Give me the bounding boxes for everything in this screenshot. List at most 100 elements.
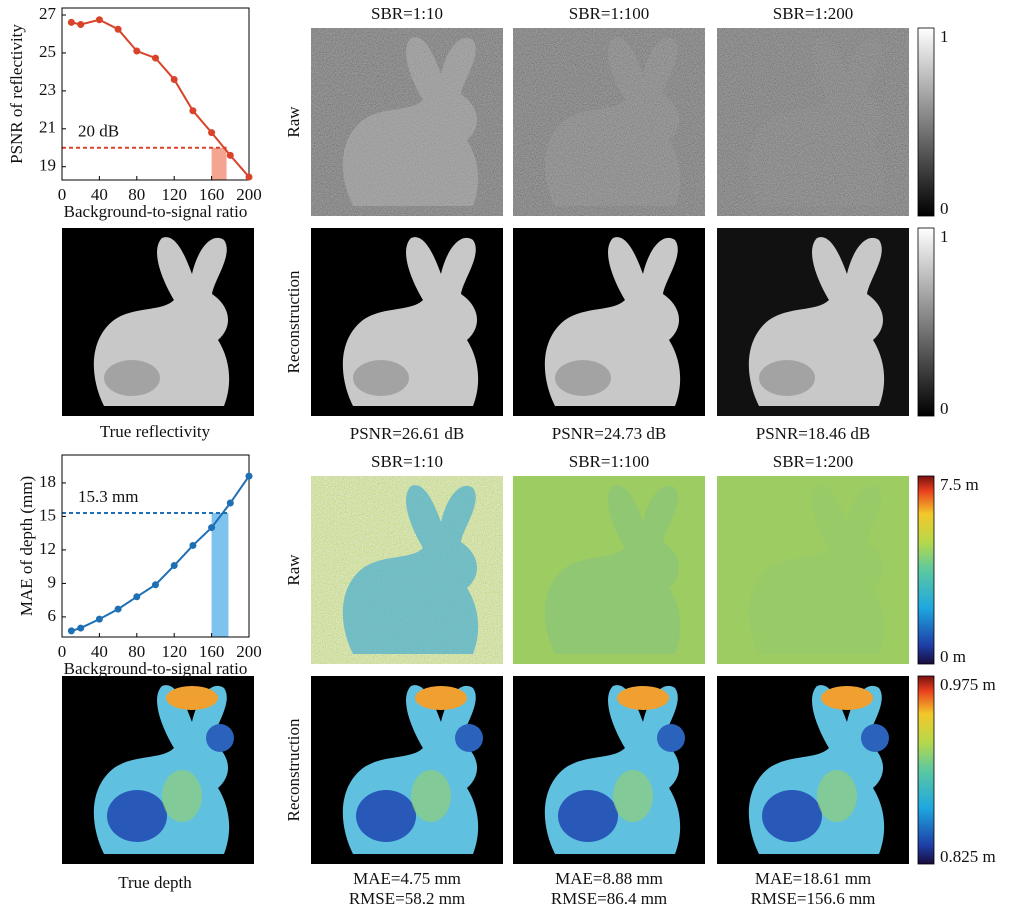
depth-image: [311, 676, 503, 864]
x-axis-label: Background-to-signal ratio: [64, 202, 248, 221]
data-point: [171, 76, 178, 83]
near: [558, 790, 618, 842]
row-label: Raw: [284, 106, 303, 138]
shaded-range: [212, 148, 227, 180]
data-point: [227, 152, 234, 159]
data-point: [96, 16, 103, 23]
mae-label: MAE=4.75 mm: [353, 869, 461, 888]
shaded-range: [212, 513, 229, 637]
rmse-label: RMSE=58.2 mm: [349, 889, 465, 908]
shade: [353, 360, 409, 396]
data-point: [77, 21, 84, 28]
reconstruction-image: [513, 228, 705, 416]
mid: [613, 770, 653, 822]
colorbar-top: 0.975 m: [940, 675, 996, 694]
data-point: [208, 129, 215, 136]
mid: [162, 770, 202, 822]
column-title: SBR=1:10: [371, 4, 443, 23]
threshold-label: 20 dB: [78, 122, 119, 141]
ear: [821, 686, 873, 710]
y-axis-label: MAE of depth (mm): [17, 476, 36, 616]
data-point: [133, 48, 140, 55]
ear: [415, 686, 467, 710]
data-point: [227, 500, 234, 507]
figure: 20 dB040801201602001921232527Background-…: [0, 0, 1016, 913]
truth-label: True reflectivity: [100, 422, 211, 441]
data-point: [115, 606, 122, 613]
data-point: [152, 55, 159, 62]
raw-depth: [311, 476, 503, 664]
y-tick-label: 6: [48, 606, 57, 625]
psnr-label: PSNR=18.46 dB: [756, 424, 870, 443]
shade: [759, 360, 815, 396]
shade: [555, 360, 611, 396]
data-point: [246, 473, 253, 480]
colorbar: [918, 476, 934, 664]
column-title: SBR=1:100: [569, 452, 649, 471]
threshold-label: 15.3 mm: [78, 487, 138, 506]
row-label: Reconstruction: [284, 718, 303, 821]
colorbar-bottom: 0: [940, 399, 949, 418]
row-label: Raw: [284, 554, 303, 586]
y-tick-label: 27: [39, 4, 57, 23]
mae-label: MAE=8.88 mm: [555, 869, 663, 888]
ear: [617, 686, 669, 710]
colorbar: [918, 28, 934, 216]
head: [455, 724, 483, 752]
colorbar-top: 1: [940, 27, 949, 46]
image-panels: [62, 28, 934, 864]
mid: [817, 770, 857, 822]
mid: [411, 770, 451, 822]
data-point: [68, 19, 75, 26]
data-point: [246, 173, 253, 180]
head: [657, 724, 685, 752]
y-tick-label: 9: [48, 572, 57, 591]
y-tick-label: 23: [39, 80, 56, 99]
row-label: Reconstruction: [284, 270, 303, 373]
colorbar-top: 7.5 m: [940, 475, 979, 494]
rmse-label: RMSE=86.4 mm: [551, 889, 667, 908]
near: [762, 790, 822, 842]
depth-image: [513, 676, 705, 864]
colorbar-top: 1: [940, 227, 949, 246]
head: [861, 724, 889, 752]
shade: [104, 360, 160, 396]
column-title: SBR=1:100: [569, 4, 649, 23]
y-axis-label: PSNR of reflectivity: [7, 24, 26, 164]
raw-depth: [513, 476, 705, 664]
ear: [166, 686, 218, 710]
reconstruction-image: [717, 228, 909, 416]
psnr-label: PSNR=24.73 dB: [552, 424, 666, 443]
colorbar: [918, 228, 934, 416]
colorbar-bottom: 0.825 m: [940, 847, 996, 866]
depth-image: [62, 676, 254, 864]
near: [356, 790, 416, 842]
head: [206, 724, 234, 752]
data-point: [96, 616, 103, 623]
data-point: [189, 542, 196, 549]
colorbar-bottom: 0: [940, 199, 949, 218]
y-tick-label: 18: [39, 472, 56, 491]
column-title: SBR=1:10: [371, 452, 443, 471]
data-point: [208, 524, 215, 531]
colorbar-bottom: 0 m: [940, 647, 966, 666]
y-tick-label: 19: [39, 156, 56, 175]
line-chart: 15.3 mm0408012016020069121518Background-…: [17, 455, 262, 678]
psnr-label: PSNR=26.61 dB: [350, 424, 464, 443]
truth-label: True depth: [118, 873, 192, 892]
colorbar: [918, 676, 934, 864]
raw-depth: [717, 476, 909, 664]
data-point: [133, 593, 140, 600]
rmse-label: RMSE=156.6 mm: [751, 889, 876, 908]
column-title: SBR=1:200: [773, 452, 853, 471]
depth-image: [717, 676, 909, 864]
y-tick-label: 12: [39, 539, 56, 558]
data-point: [77, 625, 84, 632]
reconstruction-image: [311, 228, 503, 416]
raw-image: [717, 28, 909, 216]
data-point: [68, 627, 75, 634]
data-point: [189, 107, 196, 114]
reconstruction-image: [62, 228, 254, 416]
near: [107, 790, 167, 842]
